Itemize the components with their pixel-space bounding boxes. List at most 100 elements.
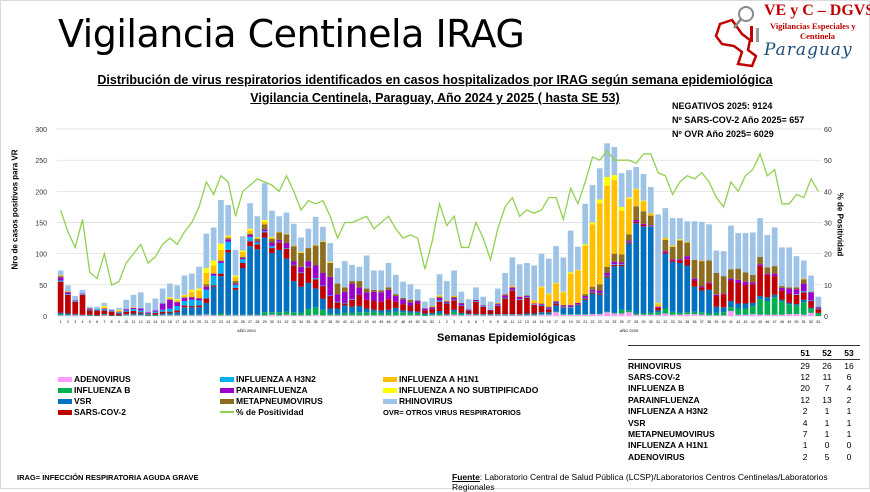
- bar-segment-parainfluenza: [327, 276, 334, 296]
- bar-segment-adenovirus: [677, 314, 683, 316]
- bar-segment-vsr: [407, 311, 414, 313]
- bar-segment-vsr: [735, 303, 742, 309]
- bar-segment-metapneumovirus: [538, 303, 545, 305]
- bar-segment-metapneumovirus: [815, 306, 822, 308]
- bar-segment-influenza-a-h3n2: [210, 275, 217, 286]
- bar-segment-vsr: [57, 312, 64, 315]
- bar-segment-adenovirus: [392, 315, 399, 316]
- dgvs-logo: VE y C – DGVS Vigilancias Especiales y C…: [712, 0, 870, 70]
- bar-segment-vsr: [800, 299, 807, 303]
- bar-segment-vsr: [509, 314, 516, 315]
- bar-segment-influenza-a-no-subtipificado: [560, 291, 567, 293]
- x-tick-label: 47: [773, 320, 777, 324]
- x-tick-label: 5: [89, 320, 91, 324]
- bar-segment-sars-cov-2: [618, 264, 625, 267]
- legend-item: METAPNEUMOVIRUS: [220, 396, 323, 406]
- x-tick-label: 50: [795, 320, 799, 324]
- bar-segment-influenza-a-no-subtipificado: [327, 261, 334, 263]
- bar-segment-adenovirus: [451, 314, 457, 316]
- bar-segment-parainfluenza: [669, 259, 676, 261]
- bar-segment-influenza-a-no-subtipificado: [225, 235, 232, 237]
- bar-segment-parainfluenza: [742, 281, 749, 285]
- bar-segment-influenza-a-no-subtipificado: [203, 268, 210, 273]
- x-tick-label: 20: [197, 320, 201, 324]
- bar-segment-influenza-b: [152, 315, 159, 316]
- stats-box: NEGATIVOS 2025: 9124 Nº SARS-COV-2 Año 2…: [672, 99, 804, 141]
- bar-segment-sars-cov-2: [334, 302, 341, 309]
- y-tick-label: 50: [39, 283, 47, 290]
- bar-segment-influenza-a-h1n1: [210, 265, 217, 274]
- bar-segment-influenza-b: [706, 313, 712, 316]
- bar-segment-rhinovirus: [108, 309, 115, 311]
- week-count: 2: [802, 451, 808, 462]
- legend-label: PARAINFLUENZA: [236, 385, 308, 395]
- x-tick-label: 17: [554, 320, 558, 324]
- bar-segment-metapneumovirus: [611, 253, 618, 262]
- bar-segment-vsr: [567, 307, 574, 315]
- bar-segment-vsr: [334, 308, 341, 315]
- bar-segment-influenza-b: [181, 314, 188, 316]
- bar-segment-rhinovirus: [647, 186, 654, 214]
- x-tick-label: 53: [816, 320, 820, 324]
- bar-segment-parainfluenza: [458, 303, 465, 306]
- bar-segment-influenza-a-h3n2: [283, 248, 290, 249]
- bar-segment-influenza-b: [451, 311, 457, 315]
- bar-segment-influenza-b: [210, 314, 217, 316]
- bar-segment-rhinovirus: [167, 283, 173, 298]
- bar-segment-parainfluenza: [79, 293, 86, 295]
- bar-segment-sars-cov-2: [720, 294, 727, 308]
- bar-segment-parainfluenza: [749, 282, 756, 285]
- bar-segment-vsr: [181, 307, 188, 315]
- bar-segment-metapneumovirus: [604, 266, 610, 273]
- bar-segment-influenza-a-h3n2: [218, 263, 224, 274]
- bar-segment-adenovirus: [130, 315, 137, 316]
- bar-segment-sars-cov-2: [130, 311, 137, 314]
- bar-segment-influenza-b: [261, 312, 268, 316]
- bar-segment-metapneumovirus: [269, 238, 275, 243]
- bar-segment-vsr: [123, 314, 130, 315]
- bar-segment-rhinovirus: [429, 297, 436, 307]
- bar-segment-adenovirus: [516, 315, 523, 316]
- bar-segment-sars-cov-2: [65, 294, 71, 314]
- week-count: 0: [824, 440, 830, 451]
- bar-segment-influenza-a-no-subtipificado: [181, 294, 188, 296]
- logo-line1: VE y C – DGVS: [764, 2, 870, 19]
- page-title: Vigilancia Centinela IRAG: [58, 12, 525, 56]
- bar-segment-sars-cov-2: [400, 304, 406, 311]
- bar-segment-influenza-b: [582, 314, 589, 315]
- chart-subtitle-line2: Vigilancia Centinela, Paraguay, Año 2024…: [250, 91, 620, 105]
- bar-segment-metapneumovirus: [706, 260, 712, 283]
- bar-segment-adenovirus: [655, 314, 661, 316]
- bar-segment-metapneumovirus: [764, 267, 771, 274]
- bar-segment-rhinovirus: [65, 285, 71, 292]
- bar-segment-adenovirus: [181, 315, 188, 316]
- bar-segment-influenza-b: [371, 311, 377, 316]
- bar-segment-adenovirus: [72, 315, 79, 316]
- legend-label: INFLUENZA A H1N1: [399, 374, 479, 384]
- bar-segment-influenza-b: [167, 314, 173, 316]
- x-tick-label: 11: [510, 320, 514, 324]
- x-tick-label: 46: [387, 320, 391, 324]
- table-header: [628, 345, 795, 360]
- bar-segment-adenovirus: [101, 315, 108, 316]
- bar-segment-influenza-b: [174, 314, 181, 316]
- bar-segment-parainfluenza: [57, 277, 64, 281]
- bar-segment-vsr: [232, 289, 239, 315]
- bar-segment-influenza-a-h1n1: [451, 296, 457, 297]
- bar-segment-influenza-a-h1n1: [655, 303, 661, 307]
- bar-segment-influenza-a-h1n1: [298, 252, 304, 254]
- bar-segment-vsr: [290, 281, 297, 313]
- x-tick-label: 22: [591, 320, 595, 324]
- paraguay-map-icon: [714, 6, 759, 68]
- bar-segment-adenovirus: [473, 315, 479, 316]
- bar-segment-parainfluenza: [524, 296, 530, 298]
- x-tick-label: 32: [285, 320, 289, 324]
- bar-segment-influenza-a-h3n2: [72, 301, 79, 302]
- x-tick-label: 1: [439, 320, 441, 324]
- legend-label: % de Positividad: [236, 407, 304, 417]
- bar-segment-influenza-a-h3n2: [276, 241, 283, 243]
- bar-segment-vsr: [261, 237, 268, 313]
- bar-segment-vsr: [575, 304, 581, 315]
- bar-segment-sars-cov-2: [72, 301, 79, 315]
- x-tick-label: 32: [663, 320, 667, 324]
